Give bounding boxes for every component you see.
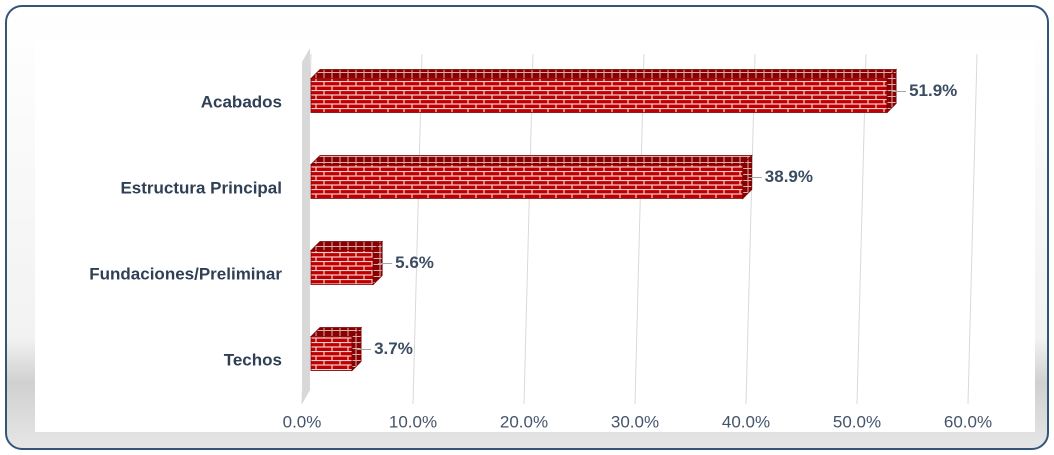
value-label: 3.7% xyxy=(374,339,413,358)
x-tick-label: 40.0% xyxy=(722,412,770,431)
category-label: Estructura Principal xyxy=(120,178,282,197)
bar-side xyxy=(886,68,897,114)
category-label: Fundaciones/Preliminar xyxy=(89,264,282,283)
bar-side xyxy=(351,326,362,372)
bar xyxy=(310,78,888,113)
grid-line xyxy=(967,53,978,405)
bar-side xyxy=(372,240,383,286)
x-tick-label: 30.0% xyxy=(611,412,659,431)
x-tick-label: 50.0% xyxy=(833,412,881,431)
value-label: 5.6% xyxy=(395,253,434,272)
bar-top xyxy=(310,69,898,79)
bar xyxy=(310,164,744,199)
x-tick-label: 20.0% xyxy=(500,412,548,431)
bar-top xyxy=(310,155,753,165)
bar-top xyxy=(310,241,384,251)
grid-line xyxy=(301,53,312,405)
category-label: Acabados xyxy=(201,92,282,111)
x-tick-label: 10.0% xyxy=(389,412,437,431)
bar xyxy=(310,250,374,285)
x-tick-label: 60.0% xyxy=(944,412,992,431)
x-tick-label: 0.0% xyxy=(283,412,322,431)
category-label: Techos xyxy=(224,350,282,369)
value-label: 51.9% xyxy=(909,81,957,100)
bar xyxy=(310,336,353,371)
value-label: 38.9% xyxy=(765,167,813,186)
bar-side xyxy=(742,154,753,200)
